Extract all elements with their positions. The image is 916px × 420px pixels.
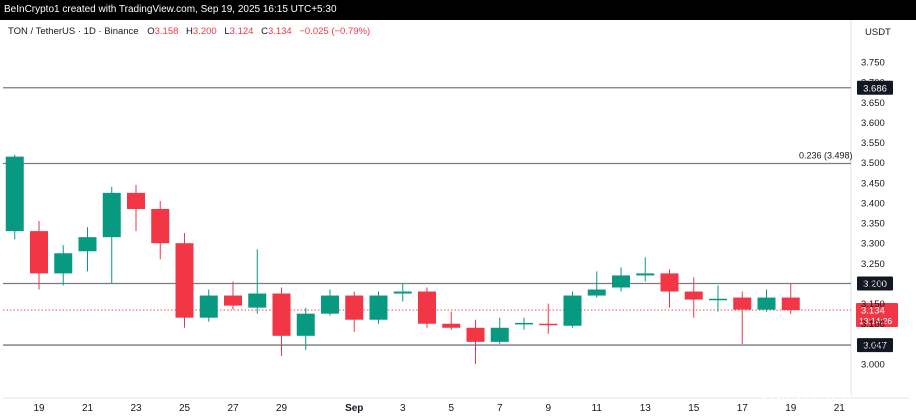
- candle-body: [466, 327, 485, 342]
- chart-legend: TON / TetherUS · 1D · Binance O3.158 H3.…: [8, 26, 370, 37]
- y-tick-label: 3.450: [861, 178, 885, 189]
- chart-frame: 3.686 0.236 (3.498) 3.200 3.047 3.134 13:14:2…: [3, 20, 909, 416]
- x-tick-label: 7: [497, 403, 503, 414]
- x-tick-label: 19: [33, 403, 45, 414]
- y-tick-label: 3.250: [861, 259, 885, 270]
- candle-body: [224, 295, 242, 306]
- candle-body: [30, 231, 48, 274]
- legend-c-label: C: [261, 26, 268, 37]
- grid-layer: [3, 20, 909, 399]
- y-tick-label: 3.400: [861, 198, 885, 209]
- candle-layer: [5, 154, 800, 364]
- x-tick-label: 25: [179, 403, 191, 414]
- level-price-tag: [857, 338, 893, 353]
- last-price-tag: [856, 303, 898, 328]
- candle-body: [296, 313, 315, 336]
- y-tick-label: 3.100: [861, 319, 885, 330]
- candle-body: [393, 291, 412, 294]
- candle-body: [684, 291, 703, 300]
- y-tick-label: 3.650: [861, 98, 885, 109]
- candle-body: [127, 192, 145, 209]
- y-tick-label: 3.550: [861, 138, 885, 149]
- y-tick-label: 3.150: [861, 299, 885, 310]
- candle-body: [733, 297, 752, 310]
- legend-l-value: 3.124: [230, 26, 254, 37]
- level-layer: 3.686 0.236 (3.498) 3.200 3.047 3.13413:14:2…: [3, 80, 898, 353]
- candle-body: [660, 273, 679, 292]
- level-price-tag: [857, 80, 893, 95]
- candle-body: [175, 243, 194, 318]
- x-tick-label: 23: [130, 403, 142, 414]
- candle-body: [5, 156, 24, 232]
- candle-body: [539, 323, 558, 326]
- price-axis: 3.000 3.050 3.100 3.150 3.200 3.250 3.300 3.350…: [861, 58, 885, 371]
- level-price-label: 3.200: [863, 279, 887, 290]
- legend-change: −0.025 (−0.79%): [299, 26, 370, 37]
- y-tick-label: 3.700: [861, 78, 885, 89]
- candle-body: [272, 293, 291, 336]
- candle-body: [781, 297, 800, 311]
- candle-body: [442, 323, 461, 328]
- candle-body: [321, 295, 339, 314]
- header-bar: BeInCrypto1 created with TradingView.com…: [0, 0, 916, 20]
- candle-body: [587, 289, 606, 296]
- candle-body: [612, 275, 630, 288]
- candle-body: [418, 291, 436, 324]
- watermark-text: Valeri1925: [758, 384, 852, 406]
- candle-body: [78, 237, 97, 252]
- x-tick-label: 21: [834, 403, 846, 414]
- x-tick-label: 21: [82, 403, 94, 414]
- countdown-label: 13:14:26: [859, 316, 892, 326]
- candle-body: [490, 327, 509, 342]
- y-tick-label: 3.200: [861, 279, 885, 290]
- legend-symbol: TON / TetherUS · 1D · Binance: [8, 26, 139, 37]
- candle-body: [563, 295, 582, 326]
- last-price-label: 3.134: [861, 306, 885, 317]
- y-tick-label: 3.000: [861, 360, 885, 371]
- candle-body: [757, 297, 776, 310]
- currency-label: USDT: [865, 27, 891, 38]
- y-tick-label: 3.300: [861, 239, 885, 250]
- legend-c-value: 3.134: [268, 26, 292, 37]
- level-price-label: 3.047: [863, 341, 887, 352]
- candle-body: [248, 293, 267, 308]
- x-tick-label: 13: [640, 403, 652, 414]
- x-tick-label: 27: [227, 403, 239, 414]
- x-tick-label: 11: [592, 403, 603, 414]
- y-tick-label: 3.500: [861, 158, 885, 169]
- time-axis: 19 21 23 25 27 29 Sep 3 5 7 9 11 13 15 17 19 21: [33, 403, 845, 414]
- x-tick-label: 17: [737, 403, 749, 414]
- candle-body: [54, 253, 73, 274]
- y-tick-label: 3.600: [861, 118, 885, 129]
- candle-body: [199, 295, 218, 318]
- legend-o-label: O: [147, 26, 154, 37]
- candle-body: [369, 295, 388, 320]
- fib-level-label: 0.236 (3.498): [799, 150, 853, 160]
- candle-body: [102, 192, 121, 238]
- y-tick-label: 3.750: [861, 58, 885, 69]
- legend-h-value: 3.200: [193, 26, 217, 37]
- legend-h-label: H: [186, 26, 193, 37]
- level-price-label: 3.686: [863, 83, 887, 94]
- legend-l-label: L: [224, 26, 229, 37]
- candle-body: [515, 322, 533, 325]
- x-tick-label: 29: [276, 403, 288, 414]
- x-tick-label: 5: [448, 403, 454, 414]
- x-tick-label: 9: [545, 403, 551, 414]
- candle-body: [345, 295, 364, 320]
- x-tick-label: 19: [785, 403, 797, 414]
- x-tick-label: Sep: [345, 403, 363, 414]
- candle-body: [636, 273, 655, 276]
- x-tick-label: 3: [400, 403, 406, 414]
- y-tick-label: 3.350: [861, 219, 885, 230]
- candle-body: [709, 298, 727, 301]
- legend-o-value: 3.158: [155, 26, 179, 37]
- level-price-tag: [857, 276, 893, 291]
- chart-caption: BeInCrypto1 created with TradingView.com…: [4, 4, 337, 15]
- candle-body: [151, 208, 170, 244]
- y-tick-label: 3.050: [861, 339, 885, 350]
- x-tick-label: 15: [688, 403, 700, 414]
